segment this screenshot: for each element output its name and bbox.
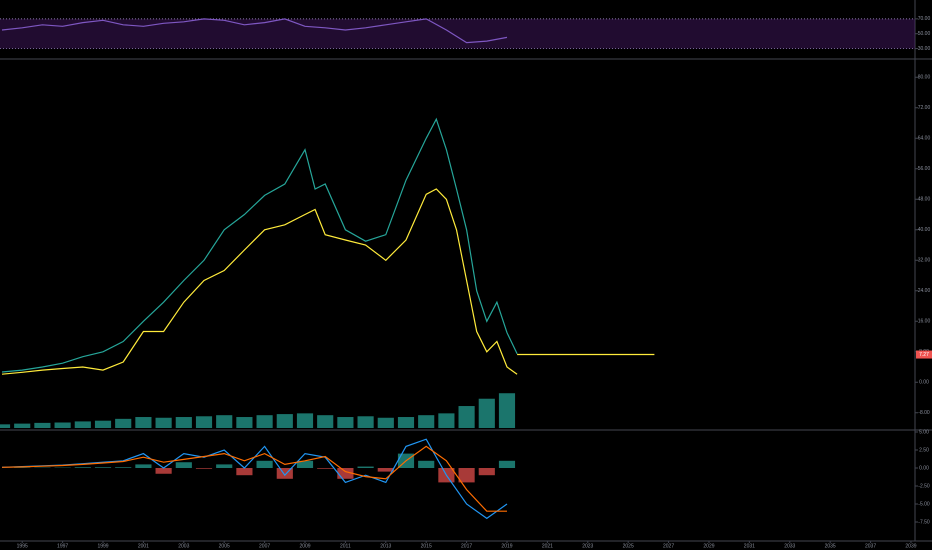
x-tick-label: 2005 xyxy=(219,543,230,549)
x-tick-label: 2029 xyxy=(703,543,714,549)
x-tick-label: 2019 xyxy=(501,543,512,549)
x-tick-label: 2017 xyxy=(461,543,472,549)
volume-bar xyxy=(54,422,71,428)
series-line xyxy=(1,445,507,512)
volume-bar xyxy=(357,416,374,428)
price-tag-label: 7.27 xyxy=(919,352,929,358)
y-tick-label: 64.00 xyxy=(918,136,931,142)
x-tick-label: 2039 xyxy=(905,543,916,549)
histogram-bar xyxy=(478,468,495,476)
x-tick-label: 2035 xyxy=(825,543,836,549)
histogram-bar xyxy=(155,468,172,474)
y-tick-label: 80.00 xyxy=(918,75,931,81)
y-tick-label: 40.00 xyxy=(918,227,931,233)
x-tick-label: 2023 xyxy=(582,543,593,549)
volume-bar xyxy=(74,421,91,428)
histogram-bar xyxy=(236,468,253,476)
y-tick-label: 48.00 xyxy=(918,197,931,203)
histogram-bar xyxy=(276,468,293,479)
histogram-bar xyxy=(357,466,374,468)
x-tick-label: 2011 xyxy=(340,543,351,549)
y-tick-label: 16.00 xyxy=(918,319,931,325)
series-line xyxy=(1,188,518,375)
y-tick-label: 2.50 xyxy=(919,447,929,453)
y-tick-label: -2.50 xyxy=(918,483,930,489)
y-tick-label: 24.00 xyxy=(918,288,931,294)
histogram-bar xyxy=(498,460,516,468)
x-tick-label: 2013 xyxy=(380,543,391,549)
volume-bar xyxy=(438,413,455,428)
volume-bar xyxy=(115,418,132,428)
x-tick-label: 2015 xyxy=(421,543,432,549)
y-tick-label: -8.00 xyxy=(918,410,930,416)
x-tick-label: 2009 xyxy=(299,543,310,549)
volume-bar xyxy=(34,422,51,428)
y-tick-label: 30.00 xyxy=(918,46,931,52)
volume-bar xyxy=(478,398,495,428)
y-tick-label: 5.00 xyxy=(919,429,929,435)
volume-bar xyxy=(296,413,314,428)
rsi-band xyxy=(0,18,915,49)
volume-bar xyxy=(458,406,475,428)
volume-bar xyxy=(0,424,11,428)
y-tick-label: 72.00 xyxy=(918,105,931,111)
volume-bar xyxy=(397,417,415,428)
volume-bar xyxy=(155,417,172,428)
x-tick-label: 2001 xyxy=(138,543,149,549)
volume-bar xyxy=(135,417,152,428)
volume-bar xyxy=(14,423,31,428)
volume-bar xyxy=(377,417,394,428)
volume-bar xyxy=(317,415,334,428)
volume-bar xyxy=(195,416,213,428)
y-tick-label: -5.00 xyxy=(918,501,930,507)
volume-bar xyxy=(418,415,435,428)
x-tick-label: 1995 xyxy=(17,543,28,549)
histogram-bar xyxy=(115,467,132,468)
y-tick-label: 50.00 xyxy=(918,31,931,37)
volume-bar xyxy=(498,393,516,428)
series-line xyxy=(1,18,508,44)
histogram-bar xyxy=(175,462,192,468)
x-tick-label: 2021 xyxy=(542,543,553,549)
y-tick-label: 0.00 xyxy=(919,465,929,471)
histogram-bar xyxy=(195,468,213,469)
y-tick-label: 56.00 xyxy=(918,166,931,172)
volume-bar xyxy=(94,420,112,428)
x-tick-label: 2037 xyxy=(865,543,876,549)
histogram-bar xyxy=(377,468,394,472)
price-tag xyxy=(916,350,932,359)
volume-bar xyxy=(256,415,273,428)
histogram-bar xyxy=(458,468,475,483)
volume-bar xyxy=(175,417,192,428)
volume-bar xyxy=(236,417,253,428)
volume-bar xyxy=(216,415,233,428)
y-tick-label: -7.50 xyxy=(918,519,930,525)
histogram-bar xyxy=(216,464,233,468)
x-tick-label: 1997 xyxy=(57,543,68,549)
x-tick-label: 2007 xyxy=(259,543,270,549)
histogram-bar xyxy=(337,468,354,479)
y-tick-label: 32.00 xyxy=(918,258,931,264)
volume-bar xyxy=(337,417,354,428)
x-tick-label: 2033 xyxy=(784,543,795,549)
y-tick-label: 0.00 xyxy=(919,380,929,386)
x-tick-label: 2025 xyxy=(623,543,634,549)
series-line xyxy=(1,117,518,373)
histogram-bar xyxy=(256,460,273,468)
histogram-bar xyxy=(74,467,91,468)
x-tick-label: 1999 xyxy=(97,543,108,549)
histogram-bar xyxy=(296,460,314,468)
x-tick-label: 2031 xyxy=(744,543,755,549)
x-tick-label: 2003 xyxy=(178,543,189,549)
histogram-bar xyxy=(317,468,334,469)
histogram-bar xyxy=(94,467,112,468)
histogram-bar xyxy=(418,460,435,468)
histogram-bar xyxy=(135,464,152,468)
volume-bar xyxy=(276,414,293,428)
x-tick-label: 2027 xyxy=(663,543,674,549)
y-tick-label: 70.00 xyxy=(918,16,931,22)
